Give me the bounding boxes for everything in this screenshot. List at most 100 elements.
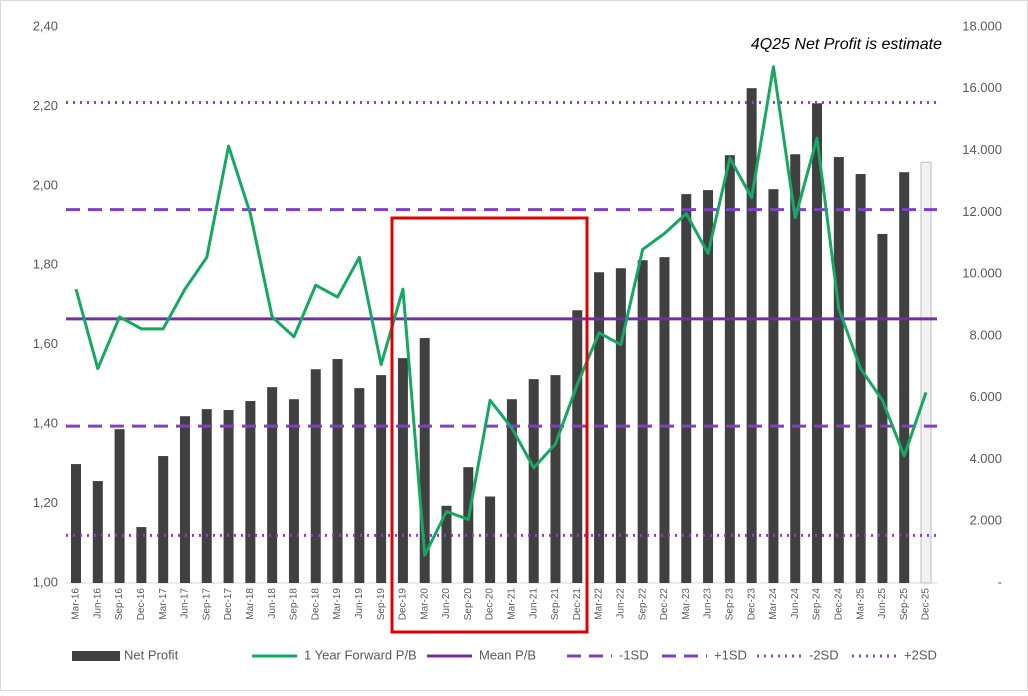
y2-tick-label: 8.000 — [969, 327, 1002, 342]
y-tick-label: 2,20 — [33, 98, 58, 113]
x-tick-label: Sep-23 — [724, 588, 735, 621]
bar — [223, 410, 234, 583]
bar — [855, 174, 866, 583]
x-tick-label: Sep-25 — [899, 588, 910, 621]
bar — [92, 481, 103, 583]
y-tick-label: 1,80 — [33, 257, 58, 272]
x-tick-label: Dec-23 — [746, 588, 757, 621]
bar — [594, 272, 605, 583]
x-tick-label: Sep-24 — [812, 588, 823, 621]
x-tick-label: Mar-19 — [332, 588, 343, 620]
x-tick-label: Sep-17 — [201, 588, 212, 621]
x-tick-label: Sep-19 — [376, 588, 387, 621]
bar — [463, 467, 474, 583]
y2-tick-label: 2.000 — [969, 513, 1002, 528]
bar — [703, 190, 714, 584]
x-tick-label: Jun-25 — [877, 588, 888, 619]
bar — [485, 496, 496, 583]
bar — [572, 310, 583, 583]
legend-label: -2SD — [809, 647, 839, 662]
x-tick-label: Mar-24 — [768, 588, 779, 620]
x-tick-label: Jun-23 — [703, 588, 714, 619]
bar — [506, 399, 517, 583]
bar — [724, 155, 735, 583]
x-tick-label: Jun-20 — [441, 588, 452, 619]
x-tick-label: Mar-20 — [419, 588, 430, 620]
bar — [201, 409, 212, 583]
x-tick-label: Sep-22 — [637, 588, 648, 621]
y-tick-label: 1,20 — [33, 495, 58, 510]
legend-label: -1SD — [619, 647, 649, 662]
x-tick-label: Dec-19 — [398, 588, 409, 621]
highlight-box — [390, 216, 589, 634]
x-tick-label: Mar-16 — [71, 588, 82, 620]
x-tick-label: Jun-17 — [180, 588, 191, 619]
bar — [441, 505, 452, 583]
bar — [681, 194, 692, 583]
x-tick-label: Dec-22 — [659, 588, 670, 621]
bar — [245, 401, 256, 583]
bar — [158, 456, 169, 583]
x-tick-label: Sep-16 — [114, 588, 125, 621]
bar — [332, 359, 343, 583]
line — [74, 65, 928, 557]
bar — [71, 464, 81, 583]
x-tick-label: Jun-19 — [354, 588, 365, 619]
y-tick-label: 1,00 — [33, 574, 58, 589]
bar — [877, 233, 888, 583]
bar — [310, 369, 321, 583]
bar — [920, 161, 932, 584]
x-tick-label: Jun-22 — [616, 588, 627, 619]
legend-label: Mean P/B — [479, 647, 536, 662]
x-tick-label: Mar-25 — [855, 588, 866, 620]
bar — [899, 172, 910, 583]
x-tick-label: Sep-18 — [289, 588, 300, 621]
x-tick-label: Dec-20 — [485, 588, 496, 621]
bar — [354, 388, 365, 583]
x-tick-label: Jun-16 — [92, 588, 103, 619]
bar — [179, 416, 190, 583]
x-tick-label: Dec-16 — [136, 588, 147, 621]
bar — [550, 375, 561, 583]
annotation: 4Q25 Net Profit is estimate — [751, 36, 942, 53]
bar — [637, 260, 648, 583]
y-tick-label: 1,60 — [33, 336, 58, 351]
y2-tick-label: 10.000 — [962, 266, 1002, 281]
x-tick-label: Jun-21 — [528, 588, 539, 619]
x-tick-label: Mar-21 — [507, 588, 518, 620]
y2-tick-label: 6.000 — [969, 389, 1002, 404]
bar — [790, 154, 801, 584]
x-tick-label: Jun-24 — [790, 588, 801, 619]
x-tick-label: Sep-21 — [550, 588, 561, 621]
y2-tick-label: 16.000 — [962, 80, 1002, 95]
y-tick-label: 2,40 — [33, 18, 58, 33]
legend-label: Net Profit — [124, 647, 179, 662]
bar — [659, 257, 670, 583]
bar — [528, 379, 539, 583]
x-tick-label: Mar-22 — [594, 588, 605, 620]
x-tick-label: Dec-25 — [921, 588, 932, 621]
x-tick-label: Mar-18 — [245, 588, 256, 620]
x-tick-label: Dec-24 — [833, 588, 844, 621]
bar — [288, 399, 299, 583]
x-tick-label: Mar-17 — [158, 588, 169, 620]
y-tick-label: 1,40 — [33, 416, 58, 431]
bar — [812, 103, 823, 583]
y2-tick-label: 14.000 — [962, 142, 1002, 157]
y2-tick-label: - — [998, 574, 1002, 589]
bar — [136, 527, 147, 583]
x-tick-label: Sep-20 — [463, 588, 474, 621]
legend-label: +1SD — [714, 647, 747, 662]
bar — [397, 358, 408, 583]
bar — [746, 88, 757, 583]
x-tick-label: Dec-17 — [223, 588, 234, 621]
plot: 1,00 1,20 1,40 1,60 1,80 2,00 2,20 2,40 - 2.000 4.… — [33, 18, 1002, 662]
legend-label: 1 Year Forward P/B — [304, 647, 417, 662]
bar — [114, 429, 125, 583]
bar — [419, 338, 430, 583]
x-tick-label: Jun-18 — [267, 588, 278, 619]
y2-tick-label: 12.000 — [962, 204, 1002, 219]
y-tick-label: 2,00 — [33, 177, 58, 192]
